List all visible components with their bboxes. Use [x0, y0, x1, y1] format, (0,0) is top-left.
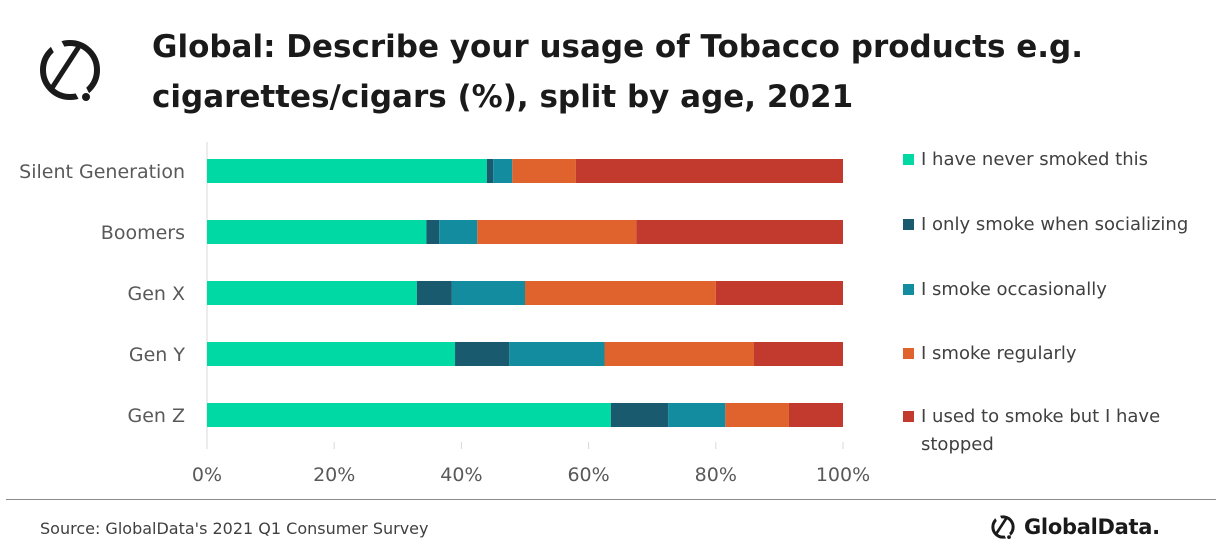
legend-swatch: [903, 284, 914, 295]
category-label: Gen Z: [127, 405, 185, 427]
bar-segment: [486, 159, 494, 183]
bar-segment: [451, 281, 525, 305]
bar-segment: [207, 342, 456, 366]
globaldata-brand-icon: [991, 514, 1015, 540]
bar-segment: [207, 220, 427, 244]
legend-label: I have never smoked this: [921, 149, 1149, 170]
source-note: Source: GlobalData's 2021 Q1 Consumer Su…: [40, 519, 429, 538]
bar-segment: [207, 159, 487, 183]
legend-label: I only smoke when socializing: [921, 214, 1189, 235]
bar-segment: [207, 281, 417, 305]
footer-divider: [6, 499, 1216, 500]
bar-segment: [477, 220, 637, 244]
x-tick-label: 0%: [192, 464, 222, 486]
x-tick-label: 20%: [313, 464, 355, 486]
category-label: Boomers: [101, 222, 185, 244]
legend-label: I smoke occasionally: [921, 279, 1107, 300]
legend-swatch: [903, 154, 914, 165]
legend-swatch: [903, 411, 914, 422]
bar-segment: [668, 403, 726, 427]
bar-segment: [426, 220, 440, 244]
legend-swatch: [903, 219, 914, 230]
chart-title: Global: Describe your usage of Tobacco p…: [152, 29, 1083, 115]
bar-segment: [610, 403, 669, 427]
legend-item: I used to smoke but I have stopped: [903, 403, 1213, 459]
bar-segment: [715, 281, 843, 305]
globaldata-logo-icon: [40, 37, 100, 103]
bar-segment: [509, 342, 605, 366]
bar-segment: [455, 342, 510, 366]
bar-segment: [416, 281, 452, 305]
x-tick-label: 100%: [816, 464, 870, 486]
x-tick-label: 80%: [695, 464, 737, 486]
x-tick-label: 40%: [440, 464, 482, 486]
legend-item: I smoke regularly: [903, 340, 1213, 368]
bar-segment: [604, 342, 754, 366]
legend-swatch: [903, 348, 914, 359]
brand-name: GlobalData.: [1024, 515, 1160, 539]
bar-segment: [725, 403, 789, 427]
bar-segment: [575, 159, 843, 183]
bar-segment: [525, 281, 716, 305]
legend-label: I used to smoke but I have stopped: [921, 406, 1161, 455]
legend-item: I only smoke when socializing: [903, 211, 1213, 239]
category-label: Silent Generation: [19, 161, 185, 183]
bar-segment: [493, 159, 513, 183]
bar-segment: [788, 403, 843, 427]
legend-item: I have never smoked this: [903, 146, 1213, 174]
legend-item: I smoke occasionally: [903, 276, 1213, 304]
bar-segment: [636, 220, 843, 244]
category-label: Gen X: [127, 283, 185, 305]
bar-segment: [512, 159, 576, 183]
category-label: Gen Y: [129, 344, 185, 366]
brand-lockup: GlobalData.: [988, 512, 1160, 542]
legend-label: I smoke regularly: [921, 343, 1077, 364]
bar-segment: [439, 220, 478, 244]
x-tick-label: 60%: [567, 464, 609, 486]
bar-segment: [207, 403, 611, 427]
bar-segment: [753, 342, 843, 366]
